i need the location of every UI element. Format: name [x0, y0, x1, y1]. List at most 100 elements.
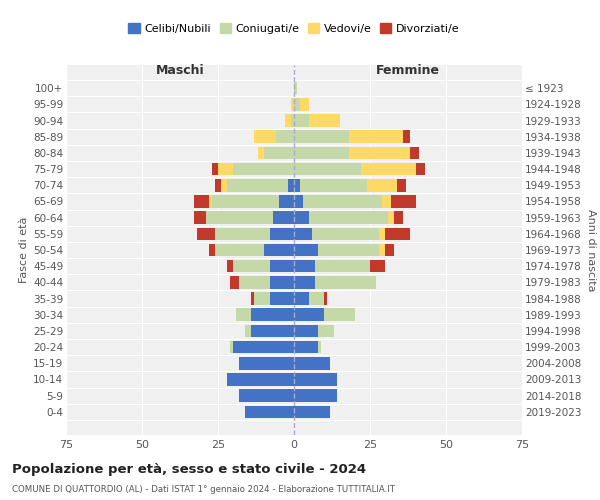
Bar — [206, 212, 273, 224]
Bar — [263, 244, 294, 256]
Y-axis label: Anni di nascita: Anni di nascita — [586, 209, 596, 291]
Bar — [315, 260, 370, 272]
Bar — [379, 244, 385, 256]
Bar — [294, 130, 349, 143]
Bar — [410, 146, 419, 159]
Text: Popolazione per età, sesso e stato civile - 2024: Popolazione per età, sesso e stato civil… — [12, 462, 366, 475]
Bar — [294, 357, 331, 370]
Bar — [391, 195, 416, 208]
Bar — [233, 260, 269, 272]
Bar — [239, 357, 294, 370]
Bar — [263, 146, 294, 159]
Bar — [294, 308, 325, 321]
Bar — [254, 130, 276, 143]
Text: Femmine: Femmine — [376, 64, 440, 77]
Bar — [294, 373, 337, 386]
Bar — [294, 179, 300, 192]
Text: COMUNE DI QUATTORDIO (AL) - Dati ISTAT 1° gennaio 2024 - Elaborazione TUTTITALIA: COMUNE DI QUATTORDIO (AL) - Dati ISTAT 1… — [12, 485, 395, 494]
Bar — [309, 292, 325, 305]
Bar — [294, 146, 349, 159]
Bar — [194, 195, 209, 208]
Bar — [309, 212, 388, 224]
Bar — [315, 276, 376, 288]
Bar — [294, 195, 303, 208]
Bar — [254, 292, 269, 305]
Bar — [303, 195, 382, 208]
Bar — [221, 179, 227, 192]
Bar — [294, 390, 337, 402]
Bar — [294, 324, 319, 337]
Bar — [294, 82, 297, 94]
Bar — [279, 195, 294, 208]
Bar — [319, 324, 334, 337]
Bar — [388, 212, 394, 224]
Bar — [294, 163, 361, 175]
Bar — [385, 228, 410, 240]
Bar — [416, 163, 425, 175]
Bar — [300, 98, 309, 110]
Bar — [212, 195, 279, 208]
Bar — [269, 228, 294, 240]
Bar — [370, 260, 385, 272]
Bar — [294, 260, 315, 272]
Bar — [239, 276, 269, 288]
Bar — [251, 308, 294, 321]
Bar — [285, 114, 291, 127]
Bar — [394, 212, 403, 224]
Bar — [230, 341, 233, 353]
Bar — [294, 406, 331, 418]
Bar — [379, 228, 385, 240]
Bar — [245, 406, 294, 418]
Bar — [300, 179, 367, 192]
Bar — [309, 114, 340, 127]
Legend: Celibi/Nubili, Coniugati/e, Vedovi/e, Divorziati/e: Celibi/Nubili, Coniugati/e, Vedovi/e, Di… — [124, 19, 464, 38]
Bar — [349, 130, 403, 143]
Bar — [294, 276, 315, 288]
Bar — [291, 98, 294, 110]
Bar — [230, 276, 239, 288]
Bar — [197, 228, 215, 240]
Bar — [209, 195, 212, 208]
Bar — [319, 341, 322, 353]
Bar — [273, 212, 294, 224]
Bar — [251, 324, 294, 337]
Bar — [215, 179, 221, 192]
Bar — [325, 292, 328, 305]
Bar — [251, 292, 254, 305]
Bar — [319, 244, 379, 256]
Bar — [397, 179, 406, 192]
Bar — [239, 390, 294, 402]
Bar — [227, 179, 288, 192]
Bar — [212, 163, 218, 175]
Bar — [385, 244, 394, 256]
Bar — [269, 276, 294, 288]
Bar — [294, 98, 300, 110]
Bar — [403, 130, 410, 143]
Bar — [269, 292, 294, 305]
Bar — [215, 244, 263, 256]
Bar — [294, 244, 319, 256]
Bar — [294, 114, 309, 127]
Bar — [325, 308, 355, 321]
Bar — [276, 130, 294, 143]
Bar — [194, 212, 206, 224]
Bar — [288, 179, 294, 192]
Bar — [382, 195, 391, 208]
Bar — [367, 179, 397, 192]
Bar — [291, 114, 294, 127]
Bar — [233, 341, 294, 353]
Bar — [245, 324, 251, 337]
Text: Maschi: Maschi — [155, 64, 205, 77]
Bar — [269, 260, 294, 272]
Bar — [294, 212, 309, 224]
Y-axis label: Fasce di età: Fasce di età — [19, 217, 29, 283]
Bar — [233, 163, 294, 175]
Bar — [236, 308, 251, 321]
Bar — [294, 292, 309, 305]
Bar — [209, 244, 215, 256]
Bar — [257, 146, 263, 159]
Bar — [227, 373, 294, 386]
Bar — [294, 341, 319, 353]
Bar — [349, 146, 410, 159]
Bar — [218, 163, 233, 175]
